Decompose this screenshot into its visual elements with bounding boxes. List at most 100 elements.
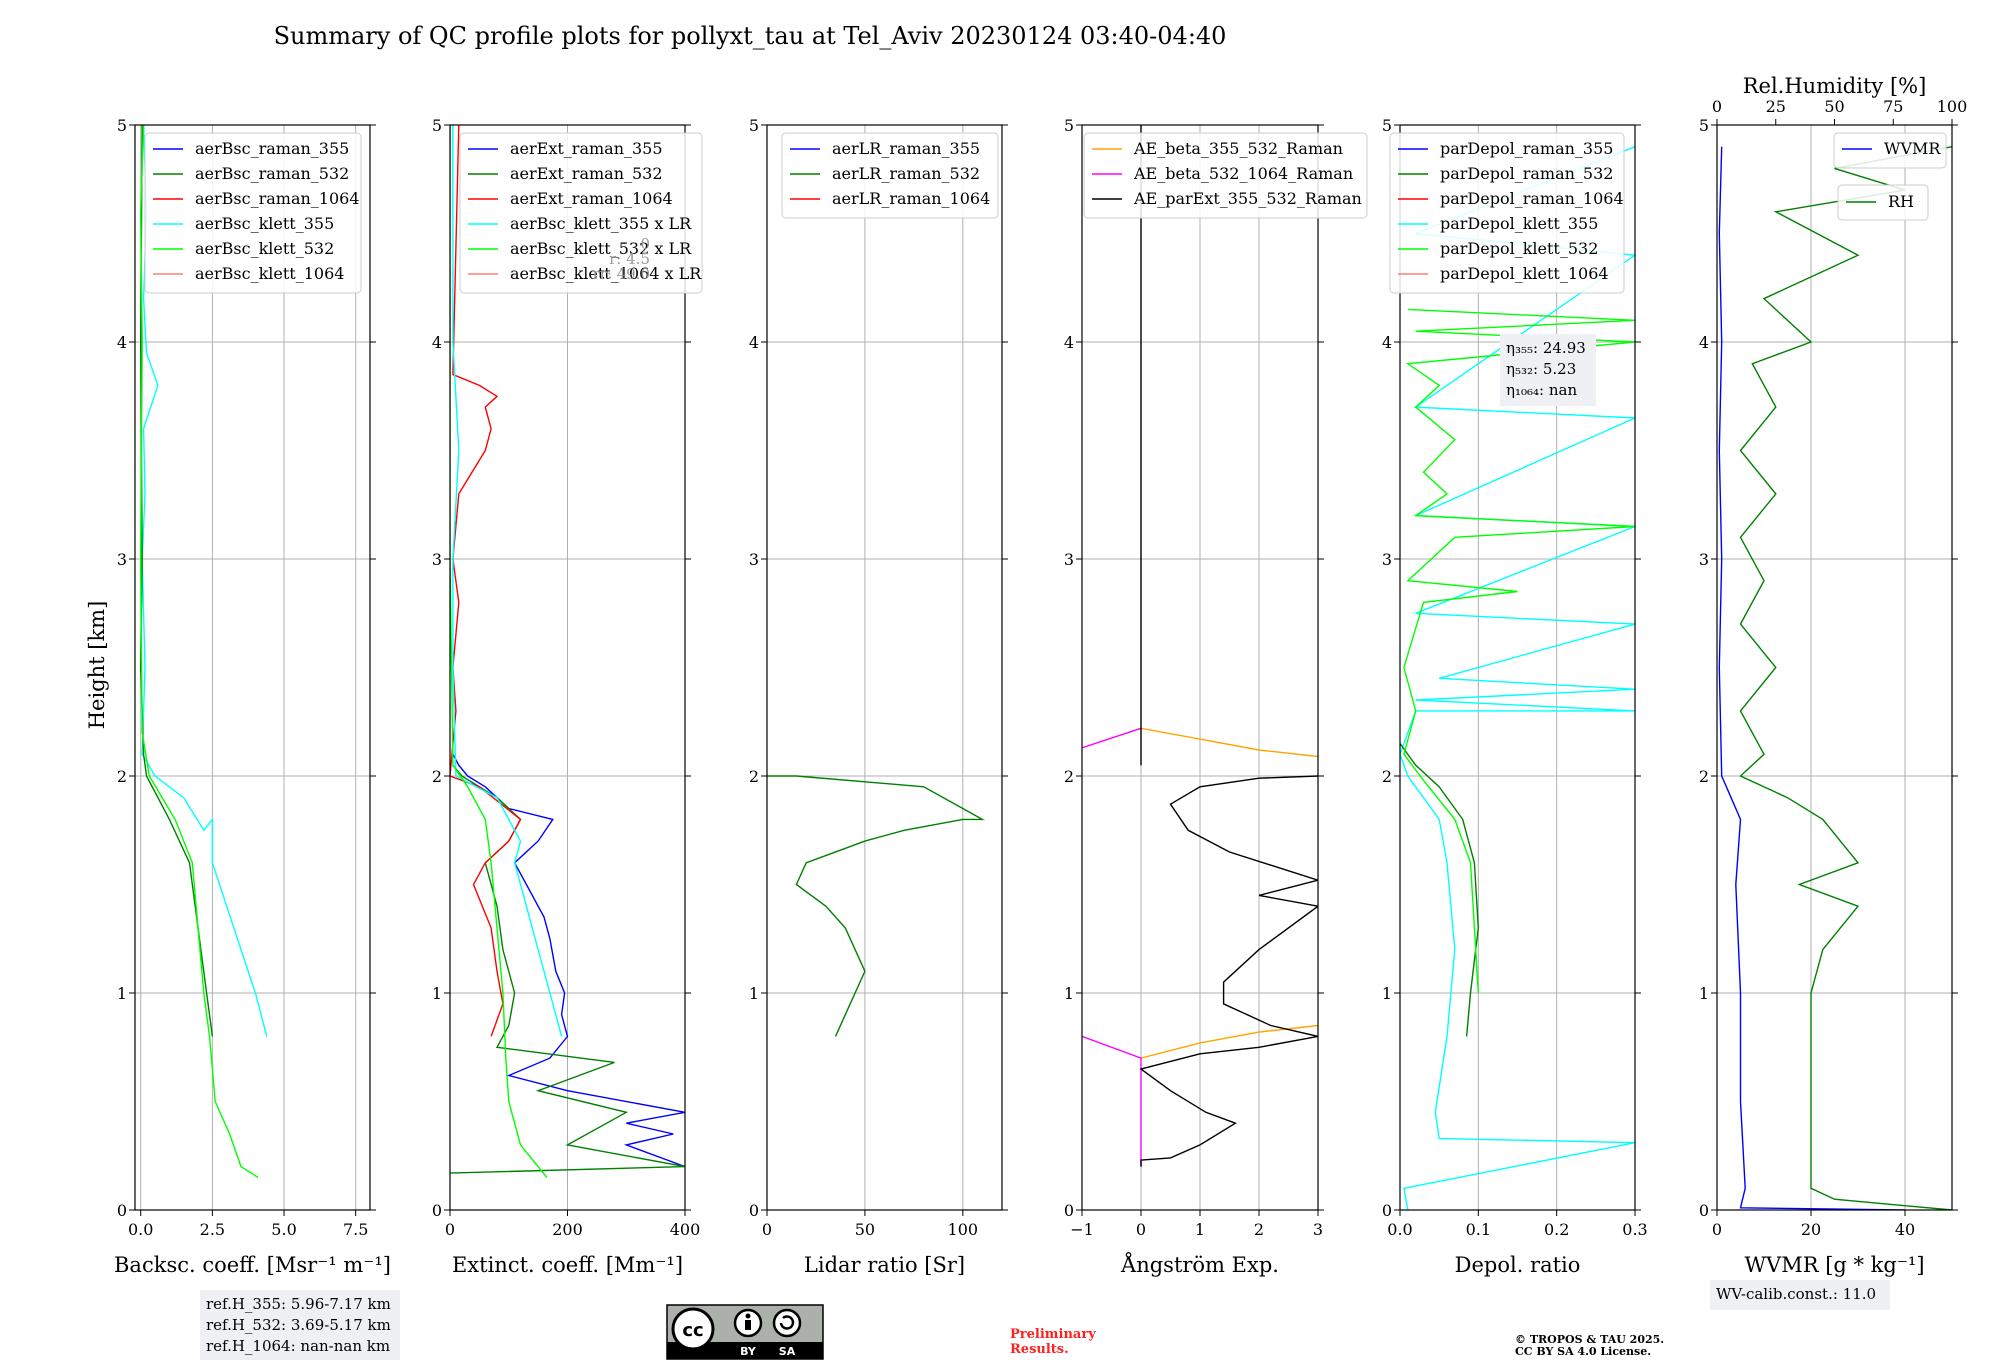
legend-label: aerBsc_klett_532 x LR <box>510 239 692 258</box>
legend: AE_beta_355_532_Raman AE_beta_532_1064_Ra… <box>1083 132 1368 219</box>
y-tick-label: 5 <box>1382 116 1392 135</box>
x-tick-label: 0.1 <box>1466 1220 1491 1239</box>
panel-2: 0 200 400 0 1 2 3 4 5 Extinct. coeff. [Mm⁻¹] aerEx… <box>432 116 703 1277</box>
x-axis-label: Lidar ratio [Sr] <box>804 1253 965 1277</box>
x-tick-label: 0 <box>445 1220 455 1239</box>
y-tick-label: 2 <box>749 767 759 786</box>
copyright-text-1: © TROPOS & TAU 2025. <box>1515 1333 1664 1346</box>
legend-box <box>1833 132 1947 169</box>
series-line-AE_beta_532_1064_Raman <box>1082 1035 1142 1167</box>
info-line: ref.H_355: 5.96-7.17 km <box>206 1295 391 1313</box>
y-tick-label: 0 <box>117 1201 127 1220</box>
info-box: η₃₅₅: 24.93 η₅₃₂: 5.23 η₁₀₆₄: nan <box>1500 334 1596 406</box>
by-icon-body <box>745 1320 751 1330</box>
x-tick-label: 40 <box>1895 1220 1915 1239</box>
series-line-aerBsc_klett_355 x LR <box>452 125 563 1037</box>
x-tick-label: 200 <box>552 1220 583 1239</box>
y-tick-label: 4 <box>432 333 442 352</box>
series-line-RH <box>1739 146 1952 1210</box>
info-line: η₃₅₅: 24.93 <box>1506 339 1586 357</box>
y-tick-label: 0 <box>1699 1201 1709 1220</box>
y-tick-label: 1 <box>1699 984 1709 1003</box>
preliminary-text-1: Preliminary <box>1010 1327 1096 1342</box>
info-box-bg <box>1710 1280 1890 1310</box>
sa-icon-arrow <box>779 1315 795 1330</box>
x-tick-label: 1 <box>1195 1220 1205 1239</box>
y-tick-label: 1 <box>432 984 442 1003</box>
cc-by-label: BY <box>740 1345 757 1358</box>
x-tick-label: 3 <box>1313 1220 1323 1239</box>
y-tick-label: 2 <box>432 767 442 786</box>
y-tick-label: 0 <box>1064 1201 1074 1220</box>
x-tick-label: 0 <box>1712 1220 1722 1239</box>
y-tick-label: 2 <box>1382 767 1392 786</box>
series-group <box>767 775 986 1037</box>
legend-label: AE_beta_532_1064_Raman <box>1133 164 1353 183</box>
x-axis-label: Backsc. coeff. [Msr⁻¹ m⁻¹] <box>114 1253 391 1277</box>
series-group <box>1718 146 1952 1210</box>
series-group <box>139 125 268 1179</box>
x-tick-label: 50 <box>855 1220 875 1239</box>
y-tick-label: 3 <box>749 550 759 569</box>
plot-frame <box>1399 124 1636 1211</box>
y-tick-label: 1 <box>1064 984 1074 1003</box>
panel-3: 0 50 100 0 1 2 3 4 5 Lidar ratio [Sr] aerLR_raman_… <box>749 116 1008 1277</box>
series-line-aerExt_raman_1064 <box>450 125 522 1037</box>
x-tick-label: 100 <box>948 1220 979 1239</box>
x-tick-label: 0.0 <box>1387 1220 1412 1239</box>
legend-label: aerBsc_klett_1064 x LR <box>510 264 702 283</box>
cc-icon-text: cc <box>682 1320 703 1341</box>
series-line-AE_beta_532_1064_Raman <box>1082 727 1142 749</box>
legend-box <box>1389 132 1625 294</box>
info-line: WV-calib.const.: 11.0 <box>1716 1285 1876 1303</box>
y-tick-label: 1 <box>749 984 759 1003</box>
legend-label: aerBsc_klett_532 <box>195 239 334 258</box>
series-line-WVMR <box>1718 146 1906 1210</box>
x-tick-label: 400 <box>670 1220 701 1239</box>
x-tick-label: 2 <box>1254 1220 1264 1239</box>
x-tick-label: 0.3 <box>1622 1220 1647 1239</box>
x-tick-label: 20 <box>1801 1220 1821 1239</box>
y-tick-label: 2 <box>1699 767 1709 786</box>
y-tick-label: 0 <box>432 1201 442 1220</box>
cc-license-badge: cc BY SA <box>666 1304 824 1360</box>
legend-label: aerBsc_klett_355 <box>195 214 334 233</box>
series-line-aerExt_raman_532 <box>450 764 685 1174</box>
info-box: ref.H_355: 5.96-7.17 km ref.H_532: 3.69-5… <box>200 1290 400 1360</box>
top-tick-label: 75 <box>1883 97 1903 116</box>
plot-frame <box>1081 124 1319 1211</box>
y-axis-label: Height [km] <box>85 601 109 730</box>
y-tick-label: 0 <box>1382 1201 1392 1220</box>
legend: aerExt_raman_355 aerExt_raman_532 aerExt_r… <box>459 132 703 294</box>
legend-label: aerLR_raman_355 <box>832 139 980 158</box>
plot-frame <box>766 124 1003 1211</box>
info-line: ref.H_532: 3.69-5.17 km <box>206 1316 391 1334</box>
x-axis-label: Ångström Exp. <box>1120 1252 1279 1277</box>
info-box-bg <box>200 1290 400 1360</box>
legend-label: aerLR_raman_1064 <box>832 189 990 208</box>
y-tick-label: 3 <box>432 550 442 569</box>
plot-frame <box>449 124 686 1211</box>
plot-frame <box>134 124 371 1211</box>
cc-icon <box>671 1307 715 1351</box>
legend-label: aerLR_raman_532 <box>832 164 980 183</box>
top-tick-label: 0 <box>1712 97 1722 116</box>
y-tick-label: 3 <box>117 550 127 569</box>
x-tick-label: 0 <box>1136 1220 1146 1239</box>
series-line-aerBsc_klett_532 <box>139 125 259 1179</box>
legend-label: aerExt_raman_1064 <box>510 189 673 208</box>
top-tick-label: 50 <box>1824 97 1844 116</box>
series-line-parDepol_raman_532 <box>1400 743 1480 1037</box>
footer: cc BY SA Preliminary Results. © TROPOS &… <box>666 1304 1664 1360</box>
overflow-text: 0 <box>640 235 650 253</box>
legend-label: parDepol_raman_1064 <box>1440 189 1624 208</box>
series-line-aerLR_raman_532 <box>767 775 986 1037</box>
info-line: ref.H_1064: nan-nan km <box>206 1337 390 1355</box>
y-tick-label: 5 <box>1699 116 1709 135</box>
sa-icon <box>772 1308 802 1338</box>
y-tick-label: 4 <box>1064 333 1074 352</box>
legend-box <box>1083 132 1368 219</box>
info-line: η₅₃₂: 5.23 <box>1506 360 1576 378</box>
legend-label: parDepol_klett_532 <box>1440 239 1598 258</box>
